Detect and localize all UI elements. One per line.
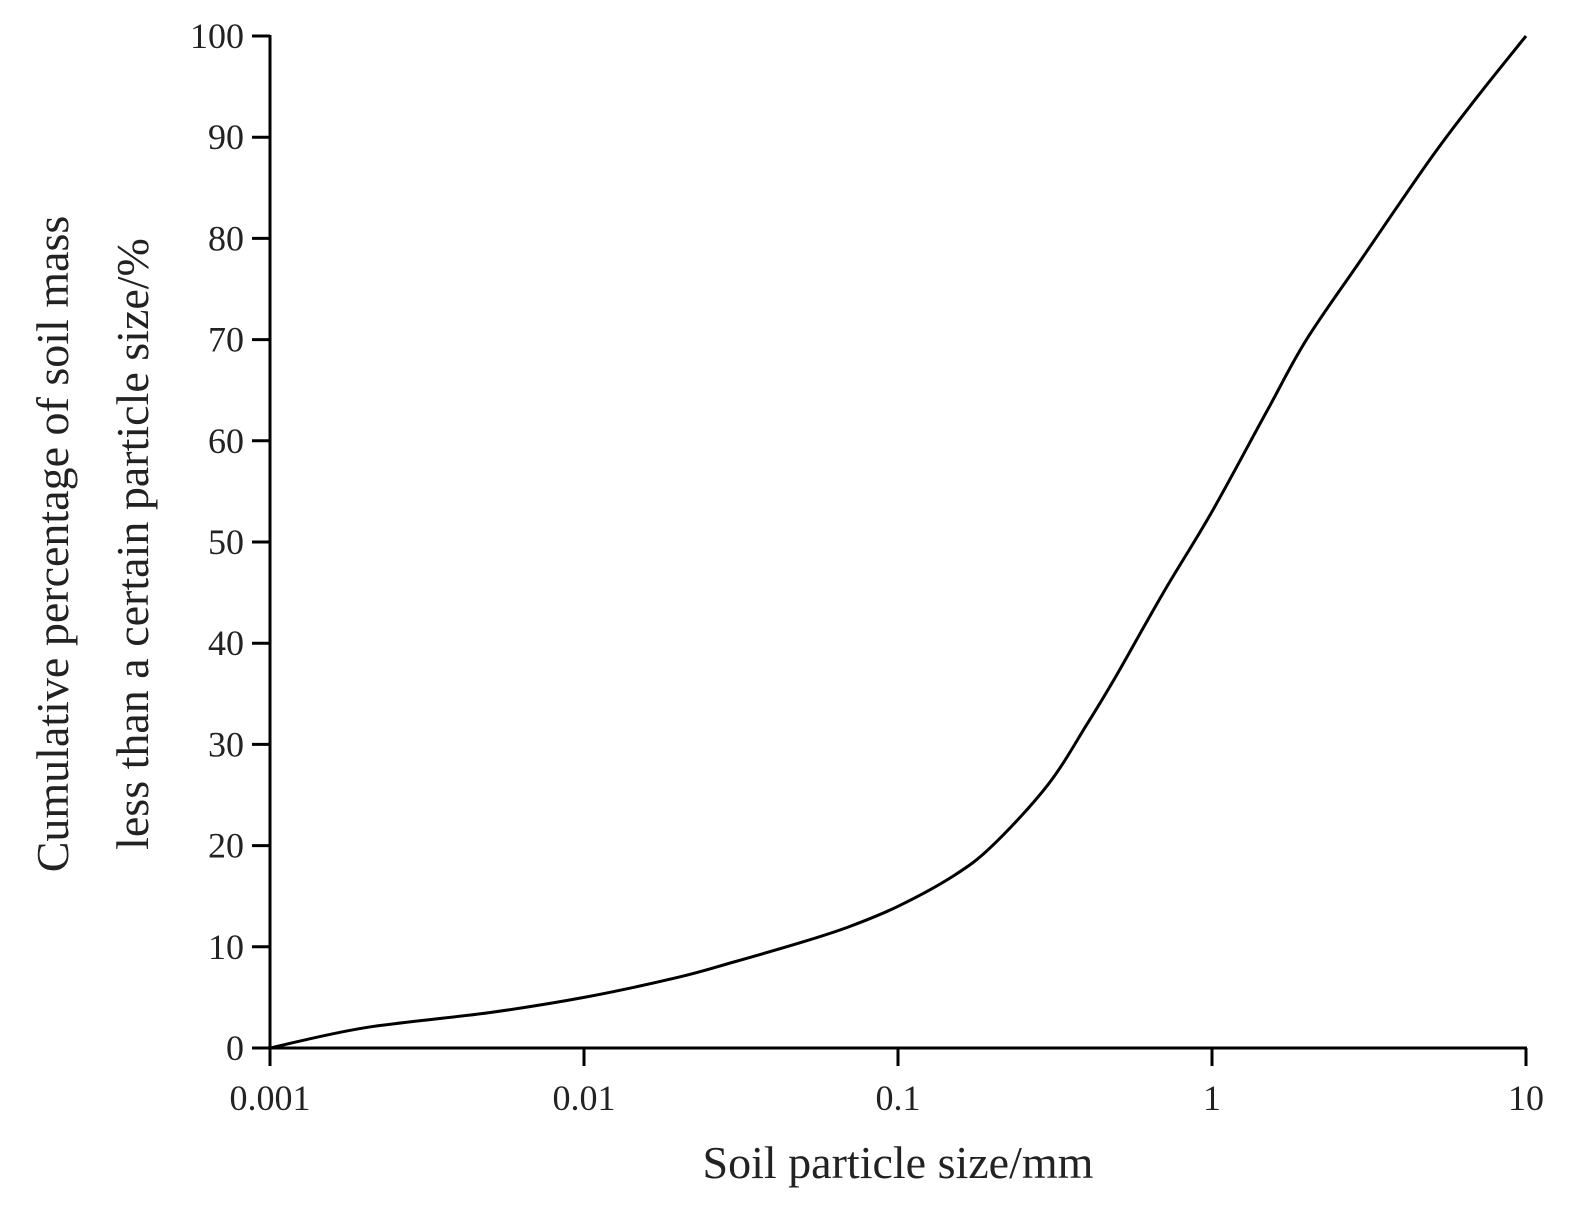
x-tick-label: 10 [1508, 1078, 1544, 1118]
y-axis-ticks: 0 10 20 30 40 50 60 70 80 90 100 [190, 16, 270, 1068]
y-tick-label: 40 [208, 623, 244, 663]
x-tick-label: 1 [1203, 1078, 1221, 1118]
y-axis-title-line-2: less than a certain particle size/% [107, 238, 158, 850]
y-tick-label: 0 [226, 1028, 244, 1068]
y-tick-label: 80 [208, 218, 244, 258]
y-tick-label: 20 [208, 826, 244, 866]
x-tick-label: 0.1 [876, 1078, 921, 1118]
y-tick-label: 70 [208, 320, 244, 360]
x-axis-title: Soil particle size/mm [703, 1137, 1094, 1188]
y-tick-label: 100 [190, 16, 244, 56]
x-tick-label: 0.01 [553, 1078, 616, 1118]
y-tick-label: 50 [208, 522, 244, 562]
y-tick-label: 30 [208, 724, 244, 764]
y-axis-title-line-1: Cumulative percentage of soil mass [27, 216, 78, 873]
series-line [269, 35, 1528, 1050]
x-axis-ticks: 0.001 0.01 0.1 1 10 [230, 1048, 1544, 1118]
y-tick-label: 60 [208, 421, 244, 461]
y-tick-label: 90 [208, 117, 244, 157]
y-tick-label: 10 [208, 927, 244, 967]
x-tick-label: 0.001 [230, 1078, 311, 1118]
